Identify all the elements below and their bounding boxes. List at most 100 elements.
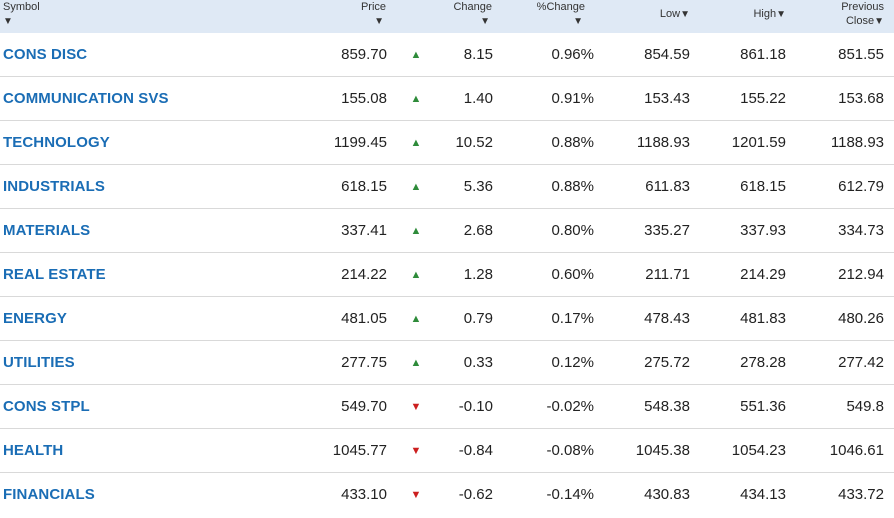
price-value: 1199.45: [333, 134, 387, 151]
low-value: 153.43: [644, 90, 690, 107]
up-arrow-icon: ▲: [410, 181, 422, 193]
col-header-change[interactable]: Change ▼: [453, 0, 492, 28]
symbol-link[interactable]: UTILITIES: [3, 354, 75, 371]
table-row: CONS DISC 859.70 ▲ 8.15 0.96% 854.59 861…: [0, 33, 894, 77]
table-row: TECHNOLOGY 1199.45 ▲ 10.52 0.88% 1188.93…: [0, 121, 894, 165]
symbol-link[interactable]: FINANCIALS: [3, 486, 95, 503]
sort-arrow-icon: ▼: [874, 16, 884, 27]
up-arrow-icon: ▲: [410, 137, 422, 149]
low-value: 430.83: [644, 486, 690, 503]
pct-change-value: 0.96%: [551, 46, 594, 63]
price-value: 481.05: [341, 310, 387, 327]
up-arrow-icon: ▲: [410, 49, 422, 61]
high-value: 337.93: [740, 222, 786, 239]
change-value: 0.79: [463, 310, 493, 327]
change-value: 0.33: [463, 354, 493, 371]
down-arrow-icon: ▼: [410, 445, 422, 457]
previous-close-value: 277.42: [838, 354, 884, 371]
up-arrow-icon: ▲: [410, 313, 422, 325]
down-arrow-icon: ▼: [410, 489, 422, 501]
sort-arrow-icon: ▼: [680, 9, 690, 20]
change-value: -0.62: [458, 486, 493, 503]
price-value: 277.75: [341, 354, 387, 371]
price-value: 155.08: [341, 90, 387, 107]
previous-close-value: 1188.93: [830, 134, 884, 151]
low-value: 548.38: [644, 398, 690, 415]
sort-arrow-icon: ▼: [374, 16, 384, 27]
previous-close-value: 612.79: [838, 178, 884, 195]
table-row: HEALTH 1045.77 ▼ -0.84 -0.08% 1045.38 10…: [0, 429, 894, 473]
low-value: 1188.93: [636, 134, 690, 151]
table-row: REAL ESTATE 214.22 ▲ 1.28 0.60% 211.71 2…: [0, 253, 894, 297]
table-row: CONS STPL 549.70 ▼ -0.10 -0.02% 548.38 5…: [0, 385, 894, 429]
col-header-previous-close-line2: Close: [845, 15, 875, 27]
col-header-price[interactable]: Price ▼: [361, 0, 386, 28]
pct-change-value: -0.02%: [546, 398, 594, 415]
symbol-link[interactable]: INDUSTRIALS: [3, 178, 105, 195]
high-value: 861.18: [740, 46, 786, 63]
price-value: 433.10: [341, 486, 387, 503]
pct-change-value: 0.17%: [551, 310, 594, 327]
price-value: 549.70: [341, 398, 387, 415]
up-arrow-icon: ▲: [410, 357, 422, 369]
change-value: -0.10: [458, 398, 493, 415]
col-header-low-label: Low: [659, 8, 681, 20]
col-header-pct-change-label: %Change: [536, 1, 585, 13]
symbol-link[interactable]: TECHNOLOGY: [3, 134, 110, 151]
high-value: 278.28: [740, 354, 786, 371]
change-value: 1.28: [463, 266, 493, 283]
high-value: 1054.23: [731, 442, 786, 459]
low-value: 275.72: [644, 354, 690, 371]
previous-close-value: 334.73: [838, 222, 884, 239]
previous-close-value: 212.94: [838, 266, 884, 283]
symbol-link[interactable]: COMMUNICATION SVS: [3, 90, 169, 107]
col-header-high[interactable]: High▼: [753, 7, 786, 21]
pct-change-value: 0.91%: [551, 90, 594, 107]
previous-close-value: 433.72: [838, 486, 884, 503]
sort-arrow-icon: ▼: [3, 16, 13, 27]
table-row: ENERGY 481.05 ▲ 0.79 0.17% 478.43 481.83…: [0, 297, 894, 341]
price-value: 859.70: [341, 46, 387, 63]
col-header-change-label: Change: [453, 1, 492, 13]
table-header: Symbol ▼ Price ▼ Change ▼ %Change ▼ Low▼…: [0, 0, 894, 33]
col-header-high-label: High: [753, 8, 777, 20]
change-value: 8.15: [463, 46, 493, 63]
up-arrow-icon: ▲: [410, 225, 422, 237]
high-value: 214.29: [740, 266, 786, 283]
sort-arrow-icon: ▼: [480, 16, 490, 27]
table-body: CONS DISC 859.70 ▲ 8.15 0.96% 854.59 861…: [0, 33, 894, 516]
pct-change-value: 0.88%: [551, 178, 594, 195]
col-header-pct-change[interactable]: %Change ▼: [537, 0, 585, 28]
up-arrow-icon: ▲: [410, 269, 422, 281]
previous-close-value: 851.55: [838, 46, 884, 63]
col-header-price-label: Price: [360, 1, 386, 13]
col-header-symbol[interactable]: Symbol ▼: [3, 0, 40, 28]
high-value: 1201.59: [731, 134, 786, 151]
symbol-link[interactable]: MATERIALS: [3, 222, 91, 239]
high-value: 434.13: [740, 486, 786, 503]
up-arrow-icon: ▲: [410, 93, 422, 105]
previous-close-value: 1046.61: [829, 442, 884, 459]
symbol-link[interactable]: HEALTH: [3, 442, 64, 459]
sort-arrow-icon: ▼: [776, 9, 786, 20]
low-value: 211.71: [645, 266, 690, 283]
col-header-previous-close[interactable]: Previous Close▼: [841, 0, 884, 28]
col-header-low[interactable]: Low▼: [660, 7, 690, 21]
low-value: 611.83: [645, 178, 690, 195]
table-row: MATERIALS 337.41 ▲ 2.68 0.80% 335.27 337…: [0, 209, 894, 253]
high-value: 155.22: [740, 90, 786, 107]
symbol-link[interactable]: CONS DISC: [3, 46, 88, 63]
symbol-link[interactable]: REAL ESTATE: [3, 266, 106, 283]
change-value: 10.52: [455, 134, 493, 151]
symbol-link[interactable]: CONS STPL: [3, 398, 90, 415]
low-value: 854.59: [644, 46, 690, 63]
high-value: 551.36: [740, 398, 786, 415]
pct-change-value: 0.12%: [551, 354, 594, 371]
col-header-symbol-label: Symbol: [3, 1, 40, 13]
change-value: -0.84: [458, 442, 493, 459]
pct-change-value: 0.80%: [551, 222, 594, 239]
previous-close-value: 480.26: [838, 310, 884, 327]
pct-change-value: -0.08%: [546, 442, 594, 459]
symbol-link[interactable]: ENERGY: [3, 310, 67, 327]
high-value: 481.83: [740, 310, 786, 327]
